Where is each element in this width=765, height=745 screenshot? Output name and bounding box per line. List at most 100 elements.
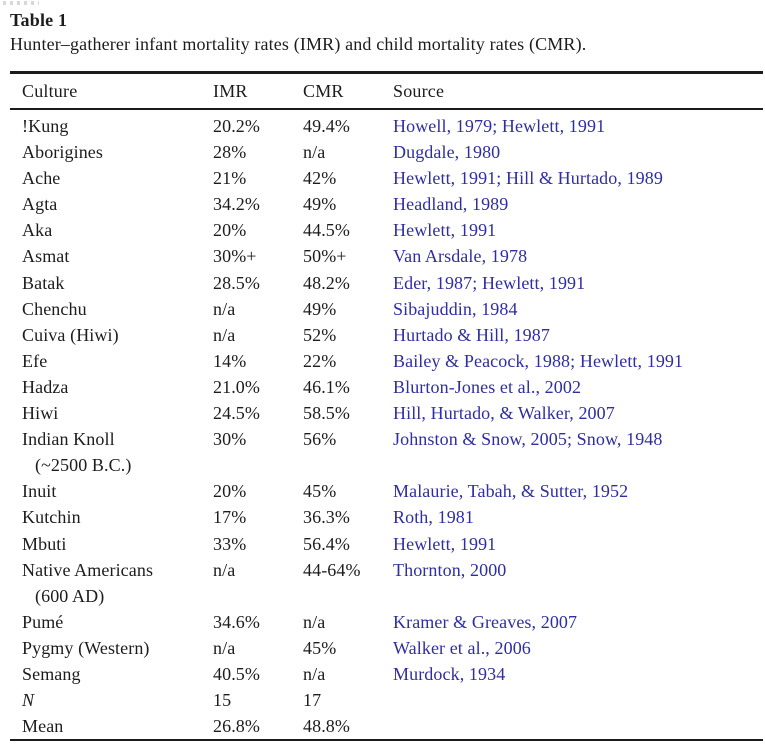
culture-name: Pygmy (Western) <box>22 637 150 658</box>
source-citation <box>393 713 763 740</box>
source-citation[interactable]: Thornton, 2000 <box>393 559 507 580</box>
table-row: Ache 21% 42% Hewlett, 1991; Hill & Hurta… <box>10 165 763 191</box>
source-citation[interactable]: Hurtado & Hill, 1987 <box>393 324 550 345</box>
cmr-cell: 50%+ <box>303 246 347 267</box>
table-label: Table 1 <box>10 10 68 30</box>
cmr-cell: 58.5% <box>303 403 350 424</box>
culture-name-line2: (600 AD) <box>35 585 105 606</box>
table-row: Asmat 30%+ 50%+ Van Arsdale, 1978 <box>10 243 763 269</box>
cmr-cell: 46.1% <box>303 376 350 397</box>
cmr-cell: n/a <box>303 611 326 632</box>
imr-cell: n/a <box>213 637 236 658</box>
source-citation[interactable]: Hill, Hurtado, & Walker, 2007 <box>393 403 615 424</box>
culture-name: Agta <box>22 194 58 215</box>
source-citation[interactable]: Blurton-Jones et al., 2002 <box>393 376 582 397</box>
source-citation[interactable]: Headland, 1989 <box>393 194 509 215</box>
imr-cell: 34.6% <box>213 611 260 632</box>
table-row: Aborigines 28% n/a Dugdale, 1980 <box>10 139 763 165</box>
imr-cell: 28.5% <box>213 272 260 293</box>
culture-cell: Mean <box>10 713 213 740</box>
imr-cell: 30%+ <box>213 246 257 267</box>
culture-cell: Pumé <box>10 609 213 635</box>
culture-cell: Inuit <box>10 478 213 504</box>
imr-cell: 33% <box>213 533 247 554</box>
culture-name: N <box>22 690 35 711</box>
cmr-cell: n/a <box>303 663 326 684</box>
culture-name: Pumé <box>22 611 64 632</box>
table-row: Native Americans (600 AD) n/a 44-64% Thor… <box>10 557 763 609</box>
imr-cell: 15 <box>213 690 232 711</box>
culture-name: Ache <box>22 168 61 189</box>
source-citation[interactable]: Kramer & Greaves, 2007 <box>393 611 578 632</box>
culture-cell: Aka <box>10 217 213 243</box>
table-row: Cuiva (Hiwi) n/a 52% Hurtado & Hill, 198… <box>10 322 763 348</box>
culture-name: Inuit <box>22 481 57 502</box>
cmr-cell: 52% <box>303 324 337 345</box>
imr-cell: 21.0% <box>213 376 260 397</box>
culture-name: Cuiva (Hiwi) <box>22 324 119 345</box>
culture-name: Aborigines <box>22 142 103 163</box>
source-citation[interactable]: Murdock, 1934 <box>393 663 506 684</box>
culture-name: Efe <box>22 350 48 371</box>
culture-name: Hadza <box>22 376 69 397</box>
culture-cell: Aborigines <box>10 139 213 165</box>
imr-cell: 17% <box>213 507 247 528</box>
culture-cell: Cuiva (Hiwi) <box>10 322 213 348</box>
column-header-culture: Culture <box>10 72 213 110</box>
culture-cell: Native Americans (600 AD) <box>10 557 213 609</box>
imr-cell: 14% <box>213 350 247 371</box>
source-citation[interactable]: Howell, 1979; Hewlett, 1991 <box>393 116 606 136</box>
source-citation <box>393 687 763 713</box>
table-caption: Hunter–gatherer infant mortality rates (… <box>10 34 587 54</box>
culture-cell: !Kung <box>10 109 213 139</box>
culture-name: !Kung <box>22 116 69 136</box>
cmr-cell: 42% <box>303 168 337 189</box>
imr-cell: 30% <box>213 429 247 450</box>
table-row: Inuit 20% 45% Malaurie, Tabah, & Sutter,… <box>10 478 763 504</box>
cmr-cell: 44-64% <box>303 559 361 580</box>
column-header-source: Source <box>393 72 763 110</box>
culture-cell: Hadza <box>10 374 213 400</box>
source-citation[interactable]: Dugdale, 1980 <box>393 142 501 163</box>
source-citation[interactable]: Bailey & Peacock, 1988; Hewlett, 1991 <box>393 350 684 371</box>
culture-cell: Hiwi <box>10 400 213 426</box>
culture-name: Batak <box>22 272 65 293</box>
source-citation[interactable]: Hewlett, 1991 <box>393 533 497 554</box>
imr-cell: 20% <box>213 481 247 502</box>
table-body: !Kung 20.2% 49.4% Howell, 1979; Hewlett,… <box>10 109 763 740</box>
culture-name: Chenchu <box>22 298 87 319</box>
source-citation[interactable]: Hewlett, 1991 <box>393 220 497 241</box>
cmr-cell: 49.4% <box>303 116 350 136</box>
imr-cell: 24.5% <box>213 403 260 424</box>
source-citation[interactable]: Van Arsdale, 1978 <box>393 246 528 267</box>
imr-cell: n/a <box>213 559 236 580</box>
table-row: Agta 34.2% 49% Headland, 1989 <box>10 191 763 217</box>
cmr-cell: 48.8% <box>303 716 350 737</box>
culture-name: Kutchin <box>22 507 81 528</box>
cmr-cell: 49% <box>303 194 337 215</box>
culture-name: Indian Knoll <box>22 429 115 450</box>
imr-cell: 40.5% <box>213 663 260 684</box>
source-citation[interactable]: Johnston & Snow, 2005; Snow, 1948 <box>393 429 663 450</box>
culture-name: Mbuti <box>22 533 67 554</box>
source-citation[interactable]: Hewlett, 1991; Hill & Hurtado, 1989 <box>393 168 663 189</box>
table-row: Efe 14% 22% Bailey & Peacock, 1988; Hewl… <box>10 348 763 374</box>
cmr-cell: 44.5% <box>303 220 350 241</box>
cmr-cell: 17 <box>303 690 322 711</box>
imr-cell: 20% <box>213 220 247 241</box>
imr-cell: 34.2% <box>213 194 260 215</box>
table-row: Aka 20% 44.5% Hewlett, 1991 <box>10 217 763 243</box>
culture-name: Semang <box>22 663 81 684</box>
source-citation[interactable]: Malaurie, Tabah, & Sutter, 1952 <box>393 481 629 502</box>
culture-name: Hiwi <box>22 403 59 424</box>
source-citation[interactable]: Roth, 1981 <box>393 507 475 528</box>
culture-cell: Indian Knoll (~2500 B.C.) <box>10 426 213 478</box>
table-row: Batak 28.5% 48.2% Eder, 1987; Hewlett, 1… <box>10 270 763 296</box>
source-citation[interactable]: Walker et al., 2006 <box>393 637 531 658</box>
source-citation[interactable]: Eder, 1987; Hewlett, 1991 <box>393 272 586 293</box>
source-citation[interactable]: Sibajuddin, 1984 <box>393 298 518 319</box>
table-row: Hadza 21.0% 46.1% Blurton-Jones et al., … <box>10 374 763 400</box>
cmr-cell: n/a <box>303 142 326 163</box>
cmr-cell: 49% <box>303 298 337 319</box>
table-row: !Kung 20.2% 49.4% Howell, 1979; Hewlett,… <box>10 109 763 139</box>
